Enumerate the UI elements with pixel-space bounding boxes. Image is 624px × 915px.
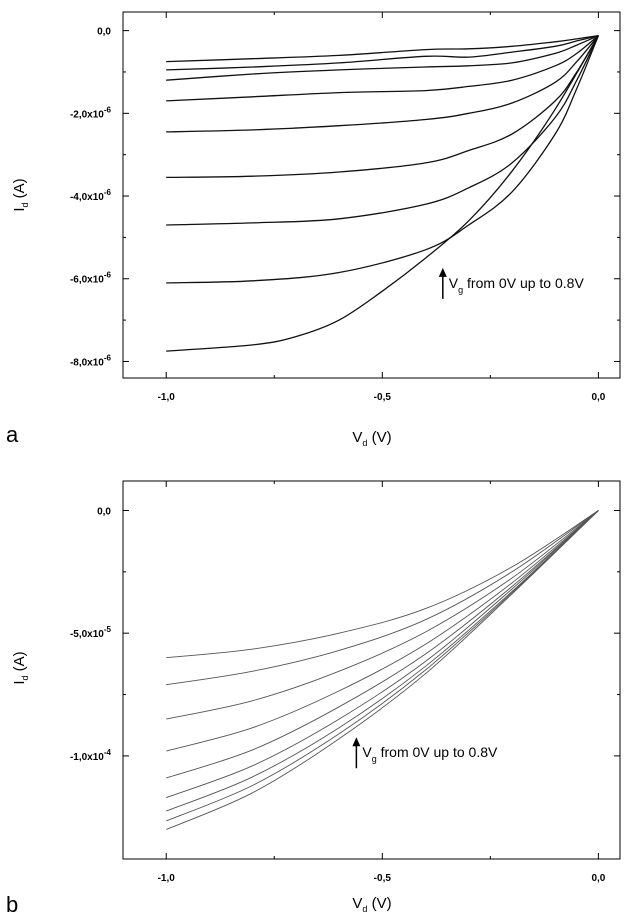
panel-a-series-line-8 xyxy=(166,35,600,284)
panel-a-annotation-arrowhead xyxy=(438,267,447,277)
panel-b-x-tick-label: 0,0 xyxy=(591,873,605,884)
panel-a-series-line-9 xyxy=(166,35,599,352)
panel-b-annotation-text: Vg from 0V up to 0.8V xyxy=(362,744,498,764)
panel-a-y-tick-labels: 0,0 -2,0x10-6 -4,0x10-6 -6,0x10-6 -8,0x10-6 xyxy=(70,27,112,369)
panel-b-series-line-7 xyxy=(166,510,599,812)
panel-b-series-line-3 xyxy=(166,510,599,720)
panel-a-x-tick-labels: -1,0 -0,5 0,0 xyxy=(158,392,606,403)
panel-a-y-axis-sub: d xyxy=(20,202,30,207)
panel-b-y-axis-var: I xyxy=(11,681,28,685)
panel-b-chart: 0,0 -5,0x10-5 -1,0x10-4 -1,0 -0,5 0,0 Vg fro… xyxy=(6,480,621,915)
panel-a-annotation: Vg from 0V up to 0.8V xyxy=(438,267,585,299)
panel-a-series-line-3 xyxy=(166,35,599,81)
panel-b-plot-frame xyxy=(122,480,621,860)
panel-b-series-line-1 xyxy=(166,510,599,659)
panel-a-series-group xyxy=(166,34,600,352)
panel-a-series-line-4 xyxy=(166,35,599,102)
panel-a-x-axis-var: V xyxy=(352,429,362,446)
panel-a-x-axis-title: Vd (V) xyxy=(352,429,391,448)
panel-a-x-tick-label: 0,0 xyxy=(591,392,605,403)
panel-a-x-tick-label: -0,5 xyxy=(374,392,392,403)
panel-a-y-axis-var: I xyxy=(11,208,28,212)
panel-a-series-line-1 xyxy=(166,34,599,63)
panel-a-annotation-text: Vg from 0V up to 0.8V xyxy=(449,275,585,295)
panel-b-annotation: Vg from 0V up to 0.8V xyxy=(352,737,498,769)
panel-b-x-axis-sub: d xyxy=(362,904,367,914)
panel-b-series-line-5 xyxy=(166,510,599,779)
panel-a-plot-frame xyxy=(122,11,621,379)
panel-a-series-line-6 xyxy=(166,35,599,179)
panel-a-y-tick-label: 0,0 xyxy=(97,27,111,38)
panel-a-series-line-7 xyxy=(166,35,599,226)
panel-a-y-tick-label: -2,0x10-6 xyxy=(70,105,112,120)
panel-a-x-axis-sub: d xyxy=(362,438,367,448)
panel-a-y-tick-label: -6,0x10-6 xyxy=(70,271,112,286)
panel-b-y-tick-label: -1,0x10-4 xyxy=(70,748,112,763)
panel-a-y-tick-label: -8,0x10-6 xyxy=(70,353,112,368)
panel-b-x-tick-labels: -1,0 -0,5 0,0 xyxy=(158,873,606,884)
panel-a-y-axis-unit: (A) xyxy=(11,178,28,202)
panel-b-x-axis-unit: (V) xyxy=(367,895,391,912)
panel-b-ticks xyxy=(123,481,620,859)
panel-b-y-axis-unit: (A) xyxy=(11,651,28,675)
panel-b-y-tick-label: -5,0x10-5 xyxy=(70,625,112,640)
panel-a-x-axis-unit: (V) xyxy=(367,429,391,446)
panel-b-y-tick-label: 0,0 xyxy=(97,506,111,517)
panel-a-series-line-2 xyxy=(166,34,599,71)
panel-b-series-line-2 xyxy=(166,510,599,686)
panel-a-x-tick-label: -1,0 xyxy=(158,392,176,403)
panel-b-x-tick-label: -0,5 xyxy=(374,873,392,884)
panel-a-y-tick-label: -4,0x10-6 xyxy=(70,188,112,203)
panel-b-y-tick-labels: 0,0 -5,0x10-5 -1,0x10-4 xyxy=(70,506,112,762)
panel-b-x-tick-label: -1,0 xyxy=(158,873,176,884)
panel-a-y-axis-title: Id (A) xyxy=(11,178,30,211)
panel-b-series-line-8 xyxy=(166,510,599,822)
panel-a-letter: a xyxy=(6,422,19,447)
panel-a-chart: 0,0-2,0x10-6-4,0x10-6-6,0x10-6-8,0x10-6 … xyxy=(6,11,621,448)
panel-b-series-line-6 xyxy=(166,510,599,799)
panel-b-series-line-9 xyxy=(166,510,599,830)
panel-b-x-axis-title: Vd (V) xyxy=(352,895,391,914)
panel-b-x-axis-var: V xyxy=(352,895,362,912)
panel-b-letter: b xyxy=(6,892,18,915)
panel-b-y-axis-title: Id (A) xyxy=(11,651,30,684)
panel-b-series-line-4 xyxy=(166,510,599,752)
panel-b-annotation-arrowhead xyxy=(352,737,361,747)
panel-b-series-group xyxy=(166,510,599,830)
panel-a-series-line-5 xyxy=(166,35,599,133)
panel-a-ticks xyxy=(123,12,620,378)
panel-b-y-axis-sub: d xyxy=(20,675,30,680)
